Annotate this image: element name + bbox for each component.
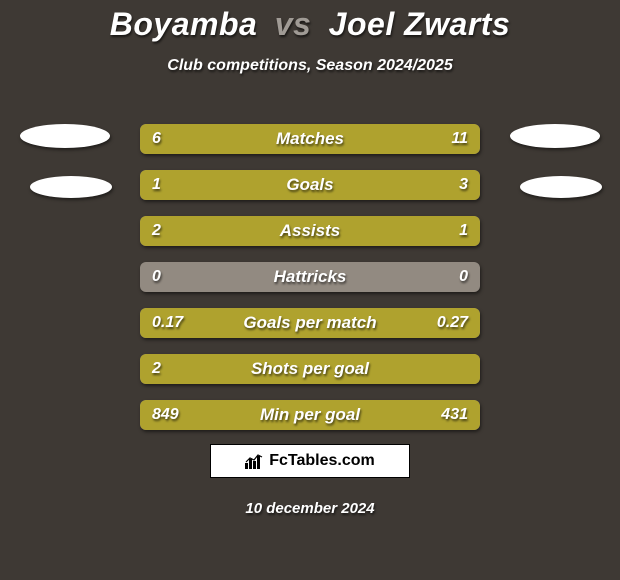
stat-value-left: 6 bbox=[152, 124, 161, 154]
subtitle: Club competitions, Season 2024/2025 bbox=[0, 57, 620, 75]
stat-row: Matches6 11 bbox=[140, 124, 480, 154]
page-title: Boyamba vs Joel Zwarts bbox=[0, 0, 620, 43]
stat-value-left: 0.17 bbox=[152, 308, 183, 338]
stat-label: Hattricks bbox=[140, 262, 480, 292]
date-label: 10 december 2024 bbox=[0, 500, 620, 517]
stat-value-right: 3 bbox=[459, 170, 468, 200]
stat-value-right: 11 bbox=[451, 124, 468, 154]
stat-label: Matches bbox=[140, 124, 480, 154]
team-badge-placeholder bbox=[520, 176, 602, 198]
stat-row: Goals1 3 bbox=[140, 170, 480, 200]
stat-label: Goals bbox=[140, 170, 480, 200]
stat-row: Min per goal849 431 bbox=[140, 400, 480, 430]
team-badge-placeholder bbox=[510, 124, 600, 148]
stat-value-left: 1 bbox=[152, 170, 161, 200]
stat-row: Hattricks0 0 bbox=[140, 262, 480, 292]
stat-value-right: 0 bbox=[459, 262, 468, 292]
stat-value-right: 1 bbox=[459, 216, 468, 246]
team-badge-placeholder bbox=[30, 176, 112, 198]
comparison-chart: Matches611Goals13Assists21Hattricks00Goa… bbox=[140, 124, 480, 446]
stat-row: Shots per goal2 bbox=[140, 354, 480, 384]
brand-text: FcTables.com bbox=[269, 452, 375, 470]
team-badge-placeholder bbox=[20, 124, 110, 148]
stat-value-left: 2 bbox=[152, 216, 161, 246]
stat-label: Shots per goal bbox=[140, 354, 480, 384]
stat-value-right: 431 bbox=[441, 400, 468, 430]
player2-name: Joel Zwarts bbox=[329, 6, 511, 42]
stat-label: Assists bbox=[140, 216, 480, 246]
stat-label: Goals per match bbox=[140, 308, 480, 338]
brand-badge: FcTables.com bbox=[210, 444, 410, 478]
chart-icon bbox=[245, 453, 263, 469]
stat-value-left: 849 bbox=[152, 400, 179, 430]
stat-row: Goals per match0.17 0.27 bbox=[140, 308, 480, 338]
stat-value-right: 0.27 bbox=[437, 308, 468, 338]
stat-label: Min per goal bbox=[140, 400, 480, 430]
stat-value-left: 2 bbox=[152, 354, 161, 384]
stat-row: Assists2 1 bbox=[140, 216, 480, 246]
player1-name: Boyamba bbox=[110, 6, 258, 42]
vs-label: vs bbox=[275, 6, 312, 42]
stat-value-left: 0 bbox=[152, 262, 161, 292]
